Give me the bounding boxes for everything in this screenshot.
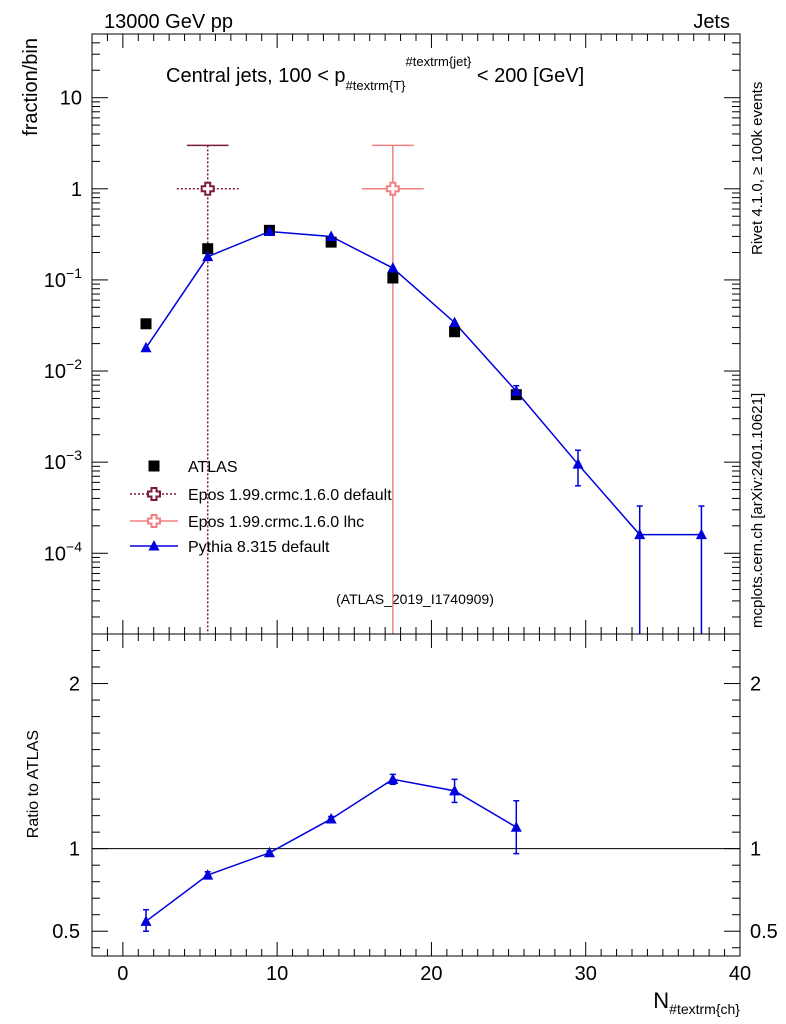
legend-marker-epos-lhc — [147, 514, 161, 528]
y-tick-label: 0.5 — [52, 921, 80, 943]
watermark: (ATLAS_2019_I1740909) — [336, 591, 494, 607]
y-tick-label: 10 — [60, 88, 82, 110]
ratio-plot-area — [140, 773, 522, 932]
main-title: Central jets, 100 < p#textrm{T}#textrm{j… — [166, 54, 584, 93]
ratio-point — [140, 915, 152, 926]
main-ylabel: fraction/bin — [20, 38, 42, 136]
ratio-line — [145, 778, 517, 922]
x-tick-label: 0 — [117, 963, 128, 985]
atlas-point — [387, 272, 399, 284]
ratio-xlabel: N#textrm{ch} — [653, 988, 740, 1017]
pythia-point — [695, 528, 707, 540]
ratio-point — [387, 773, 399, 784]
atlas-point — [140, 318, 152, 330]
legend-marker-atlas — [148, 460, 160, 472]
legend: ATLAS Epos 1.99.crmc.1.6.0 default Epos 1.… — [130, 459, 392, 556]
header-left: 13000 GeV pp — [104, 11, 233, 33]
x-tick-label: 10 — [266, 963, 288, 985]
y-tick-label: 1 — [750, 839, 761, 861]
y-tick-label: 0.5 — [750, 921, 778, 943]
pythia-point — [140, 341, 152, 353]
ratio-frame — [91, 633, 741, 957]
atlas-point — [449, 326, 461, 338]
header-right: Jets — [693, 11, 730, 33]
legend-label: ATLAS — [188, 459, 238, 476]
ratio-point — [263, 846, 275, 858]
legend-label: Epos 1.99.crmc.1.6.0 lhc — [188, 514, 364, 531]
y-tick-label: 10−4 — [44, 538, 82, 565]
main-plot-area — [140, 144, 707, 634]
x-tick-label: 20 — [420, 963, 442, 985]
x-tick-label: 30 — [575, 963, 597, 985]
legend-label: Epos 1.99.crmc.1.6.0 default — [188, 487, 392, 504]
y-tick-label: 1 — [71, 179, 82, 201]
ratio-panel: 0 10 20 30 40 0.5 0.5 1 1 2 2 — [52, 633, 778, 985]
epos-point — [200, 181, 215, 196]
atlas-point — [202, 243, 214, 255]
pythia-point — [387, 262, 399, 273]
legend-marker-pythia — [148, 540, 160, 551]
pythia-point — [510, 385, 522, 396]
pythia-point — [325, 230, 337, 241]
rivet-label: Rivet 4.1.0, ≥ 100k events — [749, 82, 766, 255]
ratio-point — [510, 821, 522, 832]
pythia-point — [449, 316, 461, 328]
ratio-ylabel: Ratio to ATLAS — [25, 730, 42, 838]
ratio-point — [202, 869, 214, 880]
y-tick-label: 10−3 — [44, 447, 82, 474]
pythia-point — [202, 250, 214, 262]
y-tick-label: 2 — [69, 674, 80, 696]
pythia-line — [145, 230, 702, 536]
ratio-point — [449, 784, 461, 796]
y-tick-label: 2 — [750, 674, 761, 696]
legend-label: Pythia 8.315 default — [188, 539, 330, 556]
pythia-point — [263, 225, 275, 236]
atlas-point — [325, 236, 337, 248]
pythia-point — [634, 528, 646, 540]
mcplots-label: mcplots.cern.ch [arXiv:2401.10621] — [749, 393, 766, 628]
main-panel: 10 1 10−1 10−2 10−3 10−4 ATLAS Epos 1.99.crmc.1… — [44, 33, 741, 635]
pythia-point — [572, 458, 584, 469]
legend-marker-epos-default — [147, 487, 161, 501]
ratio-point — [325, 812, 337, 824]
x-tick-label: 40 — [729, 963, 751, 985]
y-tick-label: 10−1 — [44, 265, 82, 292]
epos-point — [385, 181, 400, 196]
y-tick-label: 10−2 — [44, 356, 82, 383]
y-tick-label: 1 — [69, 839, 80, 861]
